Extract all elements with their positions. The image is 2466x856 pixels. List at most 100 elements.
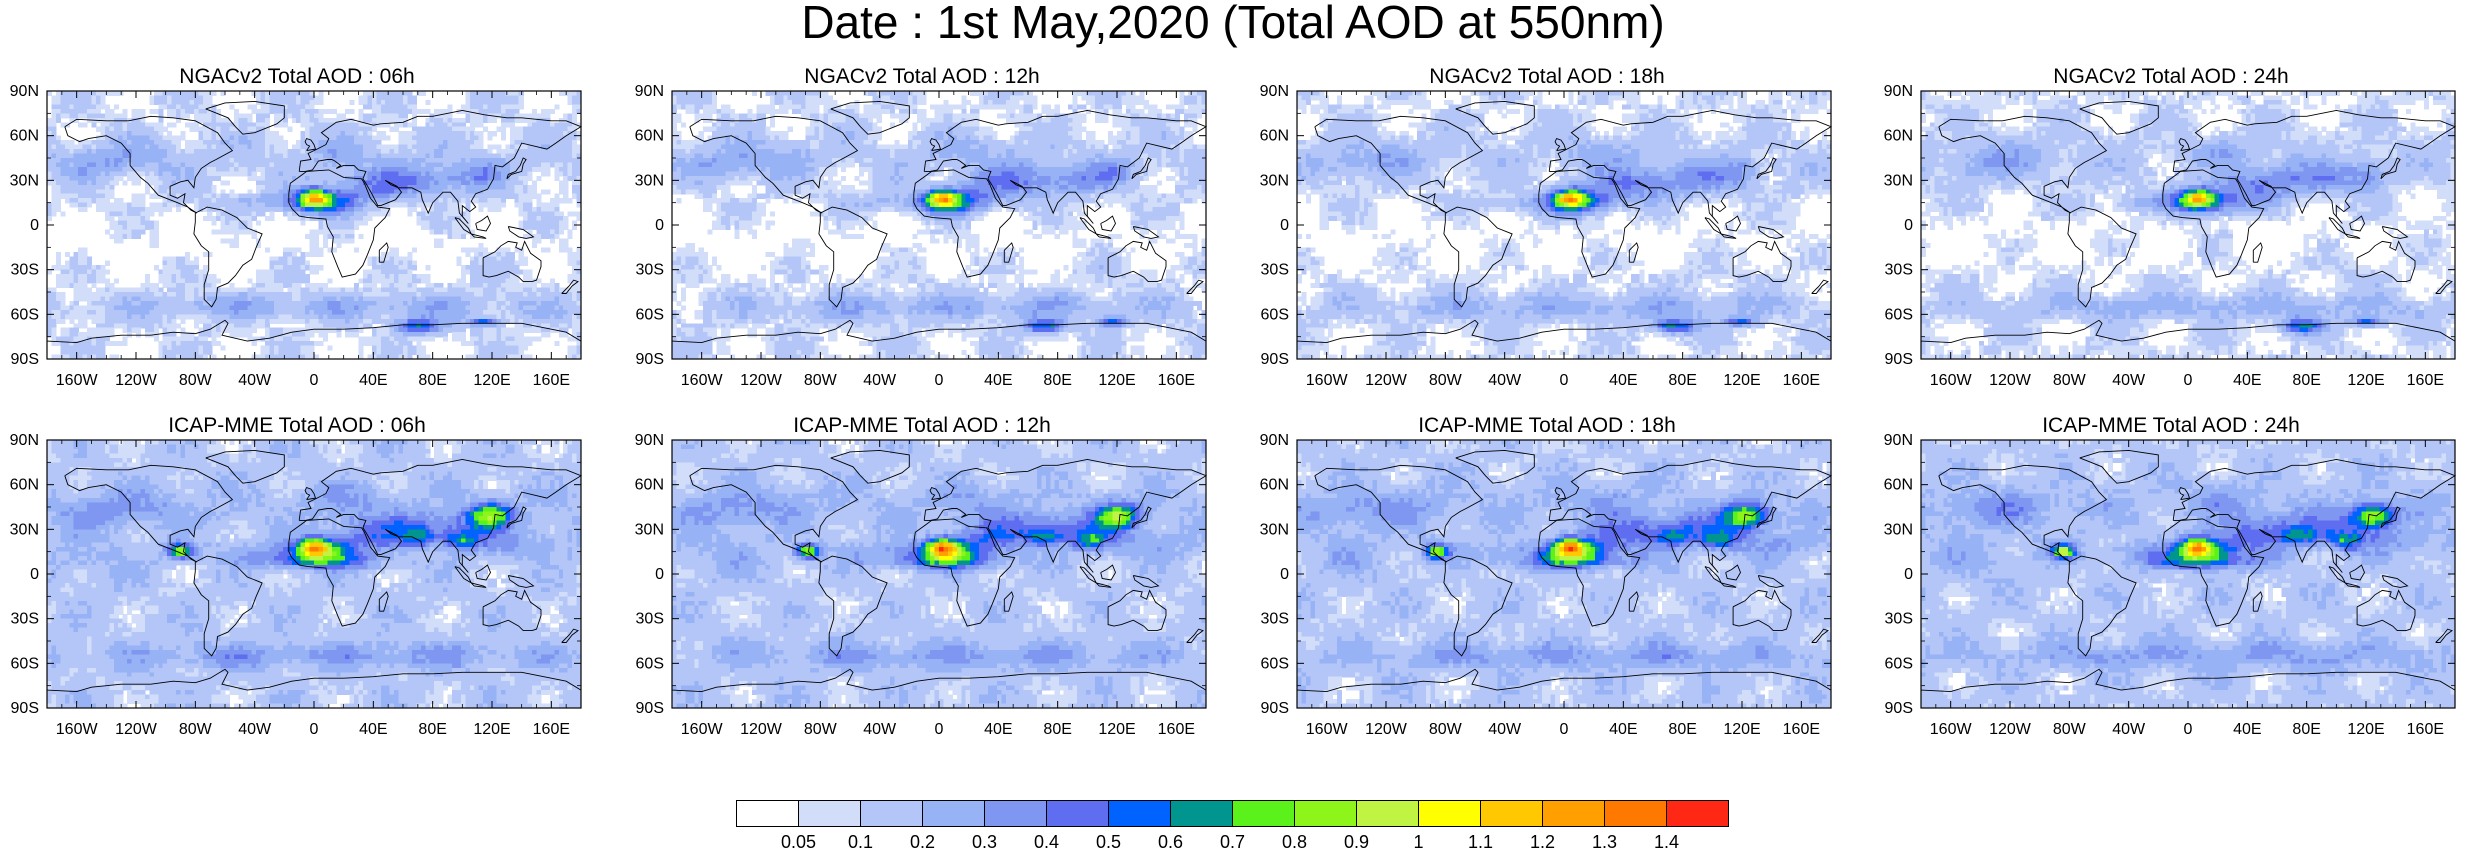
aod-cell bbox=[416, 319, 421, 324]
aod-cell bbox=[385, 341, 390, 346]
aod-cell bbox=[238, 229, 243, 234]
aod-cell bbox=[60, 310, 65, 315]
aod-cell bbox=[452, 176, 457, 181]
aod-cell bbox=[132, 212, 137, 217]
aod-cell bbox=[416, 180, 421, 185]
aod-cell bbox=[127, 332, 132, 337]
aod-cell bbox=[367, 283, 372, 288]
aod-cell bbox=[212, 185, 217, 190]
aod-cell bbox=[292, 149, 297, 154]
aod-cell bbox=[56, 185, 61, 190]
aod-cell bbox=[203, 341, 208, 346]
aod-cell bbox=[416, 171, 421, 176]
aod-cell bbox=[149, 314, 154, 319]
aod-cell bbox=[407, 207, 412, 212]
aod-cell bbox=[345, 314, 350, 319]
aod-cell bbox=[207, 332, 212, 337]
aod-cell bbox=[367, 162, 372, 167]
aod-cell bbox=[354, 149, 359, 154]
aod-cell bbox=[421, 292, 426, 297]
aod-cell bbox=[132, 109, 137, 114]
aod-cell bbox=[394, 279, 399, 284]
aod-cell bbox=[327, 288, 332, 293]
aod-cell bbox=[523, 167, 528, 172]
aod-cell bbox=[56, 296, 61, 301]
aod-cell bbox=[568, 154, 573, 159]
aod-cell bbox=[252, 145, 257, 150]
aod-cell bbox=[354, 283, 359, 288]
aod-cell bbox=[572, 95, 577, 100]
aod-cell bbox=[225, 180, 230, 185]
aod-cell bbox=[296, 314, 301, 319]
aod-cell bbox=[465, 180, 470, 185]
aod-cell bbox=[488, 256, 493, 261]
aod-cell bbox=[114, 238, 119, 243]
aod-cell bbox=[501, 185, 506, 190]
aod-cell bbox=[87, 154, 92, 159]
aod-cell bbox=[488, 198, 493, 203]
aod-cell bbox=[123, 167, 128, 172]
aod-cell bbox=[118, 91, 123, 96]
aod-cell bbox=[238, 154, 243, 159]
aod-cell bbox=[488, 283, 493, 288]
aod-cell bbox=[461, 328, 466, 333]
aod-cell bbox=[109, 212, 114, 217]
aod-cell bbox=[203, 131, 208, 136]
aod-cell bbox=[158, 136, 163, 141]
aod-cell bbox=[194, 323, 199, 328]
aod-cell bbox=[425, 292, 430, 297]
aod-cell bbox=[221, 198, 226, 203]
aod-cell bbox=[568, 337, 573, 342]
aod-cell bbox=[541, 127, 546, 132]
aod-cell bbox=[229, 104, 234, 109]
aod-cell bbox=[87, 167, 92, 172]
aod-cell bbox=[212, 216, 217, 221]
aod-cell bbox=[274, 274, 279, 279]
aod-cell bbox=[283, 189, 288, 194]
aod-cell bbox=[51, 292, 56, 297]
aod-cell bbox=[261, 274, 266, 279]
aod-cell bbox=[372, 167, 377, 172]
aod-cell bbox=[270, 261, 275, 266]
aod-cell bbox=[452, 292, 457, 297]
aod-cell bbox=[207, 180, 212, 185]
aod-cell bbox=[345, 225, 350, 230]
aod-cell bbox=[145, 274, 150, 279]
aod-cell bbox=[323, 207, 328, 212]
aod-cell bbox=[465, 104, 470, 109]
aod-cell bbox=[109, 122, 114, 127]
aod-cell bbox=[207, 118, 212, 123]
aod-cell bbox=[301, 185, 306, 190]
aod-cell bbox=[336, 212, 341, 217]
aod-cell bbox=[510, 185, 515, 190]
aod-cell bbox=[492, 305, 497, 310]
aod-cell bbox=[301, 189, 306, 194]
aod-cell bbox=[465, 270, 470, 275]
aod-cell bbox=[225, 171, 230, 176]
aod-cell bbox=[207, 149, 212, 154]
aod-cell bbox=[412, 194, 417, 199]
aod-cell bbox=[292, 91, 297, 96]
aod-cell bbox=[341, 319, 346, 324]
aod-cell bbox=[283, 140, 288, 145]
aod-cell bbox=[167, 288, 172, 293]
aod-cell bbox=[127, 131, 132, 136]
aod-cell bbox=[136, 167, 141, 172]
aod-cell bbox=[385, 109, 390, 114]
aod-cell bbox=[488, 314, 493, 319]
aod-cell bbox=[123, 122, 128, 127]
aod-cell bbox=[283, 91, 288, 96]
aod-cell bbox=[105, 229, 110, 234]
aod-cell bbox=[519, 256, 524, 261]
aod-cell bbox=[96, 332, 101, 337]
aod-cell bbox=[189, 288, 194, 293]
aod-cell bbox=[127, 207, 132, 212]
aod-cell bbox=[145, 145, 150, 150]
aod-cell bbox=[74, 301, 79, 306]
aod-cell bbox=[514, 288, 519, 293]
aod-cell bbox=[243, 332, 248, 337]
aod-cell bbox=[203, 305, 208, 310]
aod-cell bbox=[296, 256, 301, 261]
aod-cell bbox=[301, 122, 306, 127]
aod-cell bbox=[114, 296, 119, 301]
